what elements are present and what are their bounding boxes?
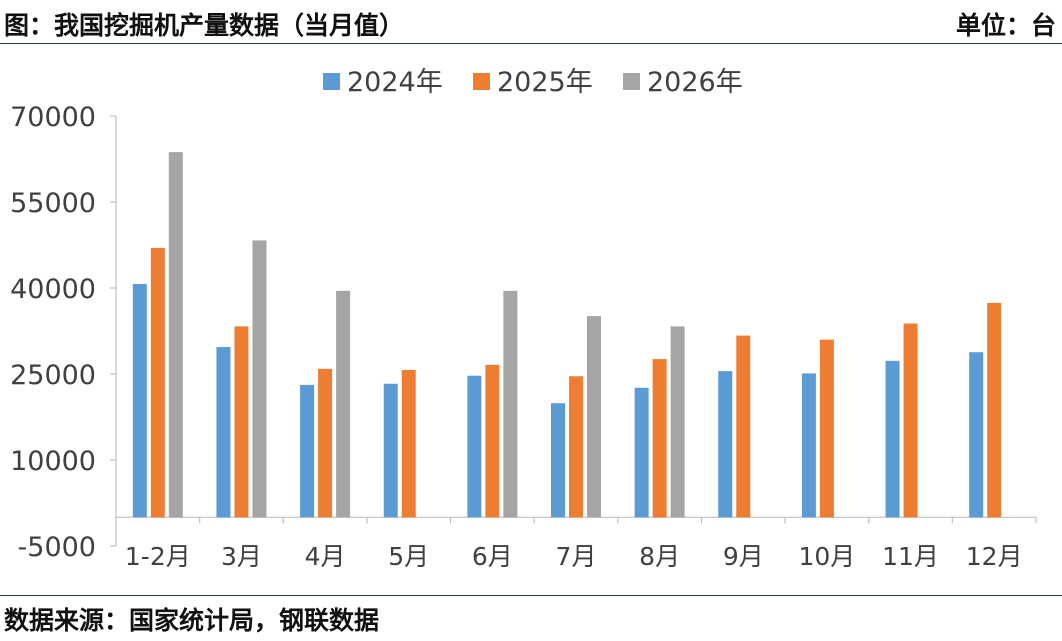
- bar-2026年-4月: [336, 290, 351, 518]
- y-tick-label: 10000: [10, 446, 96, 477]
- y-tick-label: 70000: [10, 102, 96, 133]
- chart-header: 图：我国挖掘机产量数据（当月值） 单位：台: [0, 0, 1062, 44]
- y-tick-label: -5000: [18, 532, 96, 563]
- x-tick-label: 10月: [799, 542, 856, 571]
- bar-2026年-1-2月: [168, 152, 183, 518]
- x-tick-label: 4月: [305, 542, 346, 571]
- bar-2026年-7月: [587, 316, 601, 518]
- bar-2024年-7月: [551, 403, 565, 518]
- x-tick-label: 9月: [723, 542, 764, 571]
- bar-2025年-9月: [736, 335, 751, 518]
- legend-swatch-2026年: [623, 73, 640, 90]
- x-tick-label: 3月: [221, 542, 262, 571]
- bar-2025年-11月: [903, 323, 918, 518]
- legend-label: 2024年: [347, 67, 443, 98]
- bar-2025年-12月: [987, 302, 1002, 518]
- legend-swatch-2025年: [473, 73, 490, 90]
- x-tick-label: 12月: [966, 542, 1023, 571]
- bar-2025年-6月: [485, 364, 500, 518]
- bar-2024年-4月: [300, 384, 315, 518]
- bar-2024年-10月: [801, 373, 816, 518]
- x-tick-label: 5月: [388, 542, 429, 571]
- x-tick-label: 11月: [882, 542, 939, 571]
- bar-2025年-1-2月: [150, 247, 165, 518]
- bar-2025年-10月: [819, 339, 834, 518]
- data-source: 数据来源：国家统计局，钢联数据: [4, 606, 380, 635]
- x-tick-label: 6月: [472, 542, 513, 571]
- unit-label: 单位：台: [955, 11, 1056, 40]
- bar-2024年-8月: [634, 387, 649, 518]
- bar-2025年-7月: [569, 376, 583, 518]
- bar-2025年-4月: [318, 368, 333, 518]
- bar-2024年-6月: [467, 375, 482, 518]
- y-tick-label: 40000: [10, 274, 96, 305]
- x-tick-label: 1-2月: [125, 542, 191, 571]
- bar-2024年-12月: [969, 352, 984, 518]
- x-tick-label: 7月: [556, 542, 597, 571]
- y-tick-label: 55000: [10, 188, 96, 219]
- legend-label: 2026年: [647, 67, 743, 98]
- chart-title: 图：我国挖掘机产量数据（当月值）: [4, 11, 405, 40]
- bar-2025年-8月: [652, 359, 667, 518]
- bar-2024年-3月: [216, 347, 231, 518]
- y-tick-label: 25000: [10, 360, 96, 391]
- bar-2026年-8月: [670, 326, 685, 518]
- footer-divider: [0, 595, 1062, 596]
- legend-label: 2025年: [497, 67, 593, 98]
- bar-2024年-1-2月: [132, 283, 147, 518]
- x-tick-label: 8月: [639, 542, 680, 571]
- bar-2024年-9月: [718, 371, 733, 518]
- bar-2026年-3月: [252, 240, 267, 518]
- bar-2025年-5月: [401, 369, 416, 518]
- bar-2024年-11月: [885, 360, 900, 518]
- legend-swatch-2024年: [323, 73, 340, 90]
- bar-2025年-3月: [234, 326, 249, 518]
- bar-2026年-6月: [503, 290, 518, 518]
- header-divider: [0, 43, 1062, 44]
- bar-chart: -5000 10000 25000 40000 55000 70000 1-2月 3月 4月 5月…: [10, 67, 1037, 571]
- bar-2024年-5月: [383, 383, 398, 518]
